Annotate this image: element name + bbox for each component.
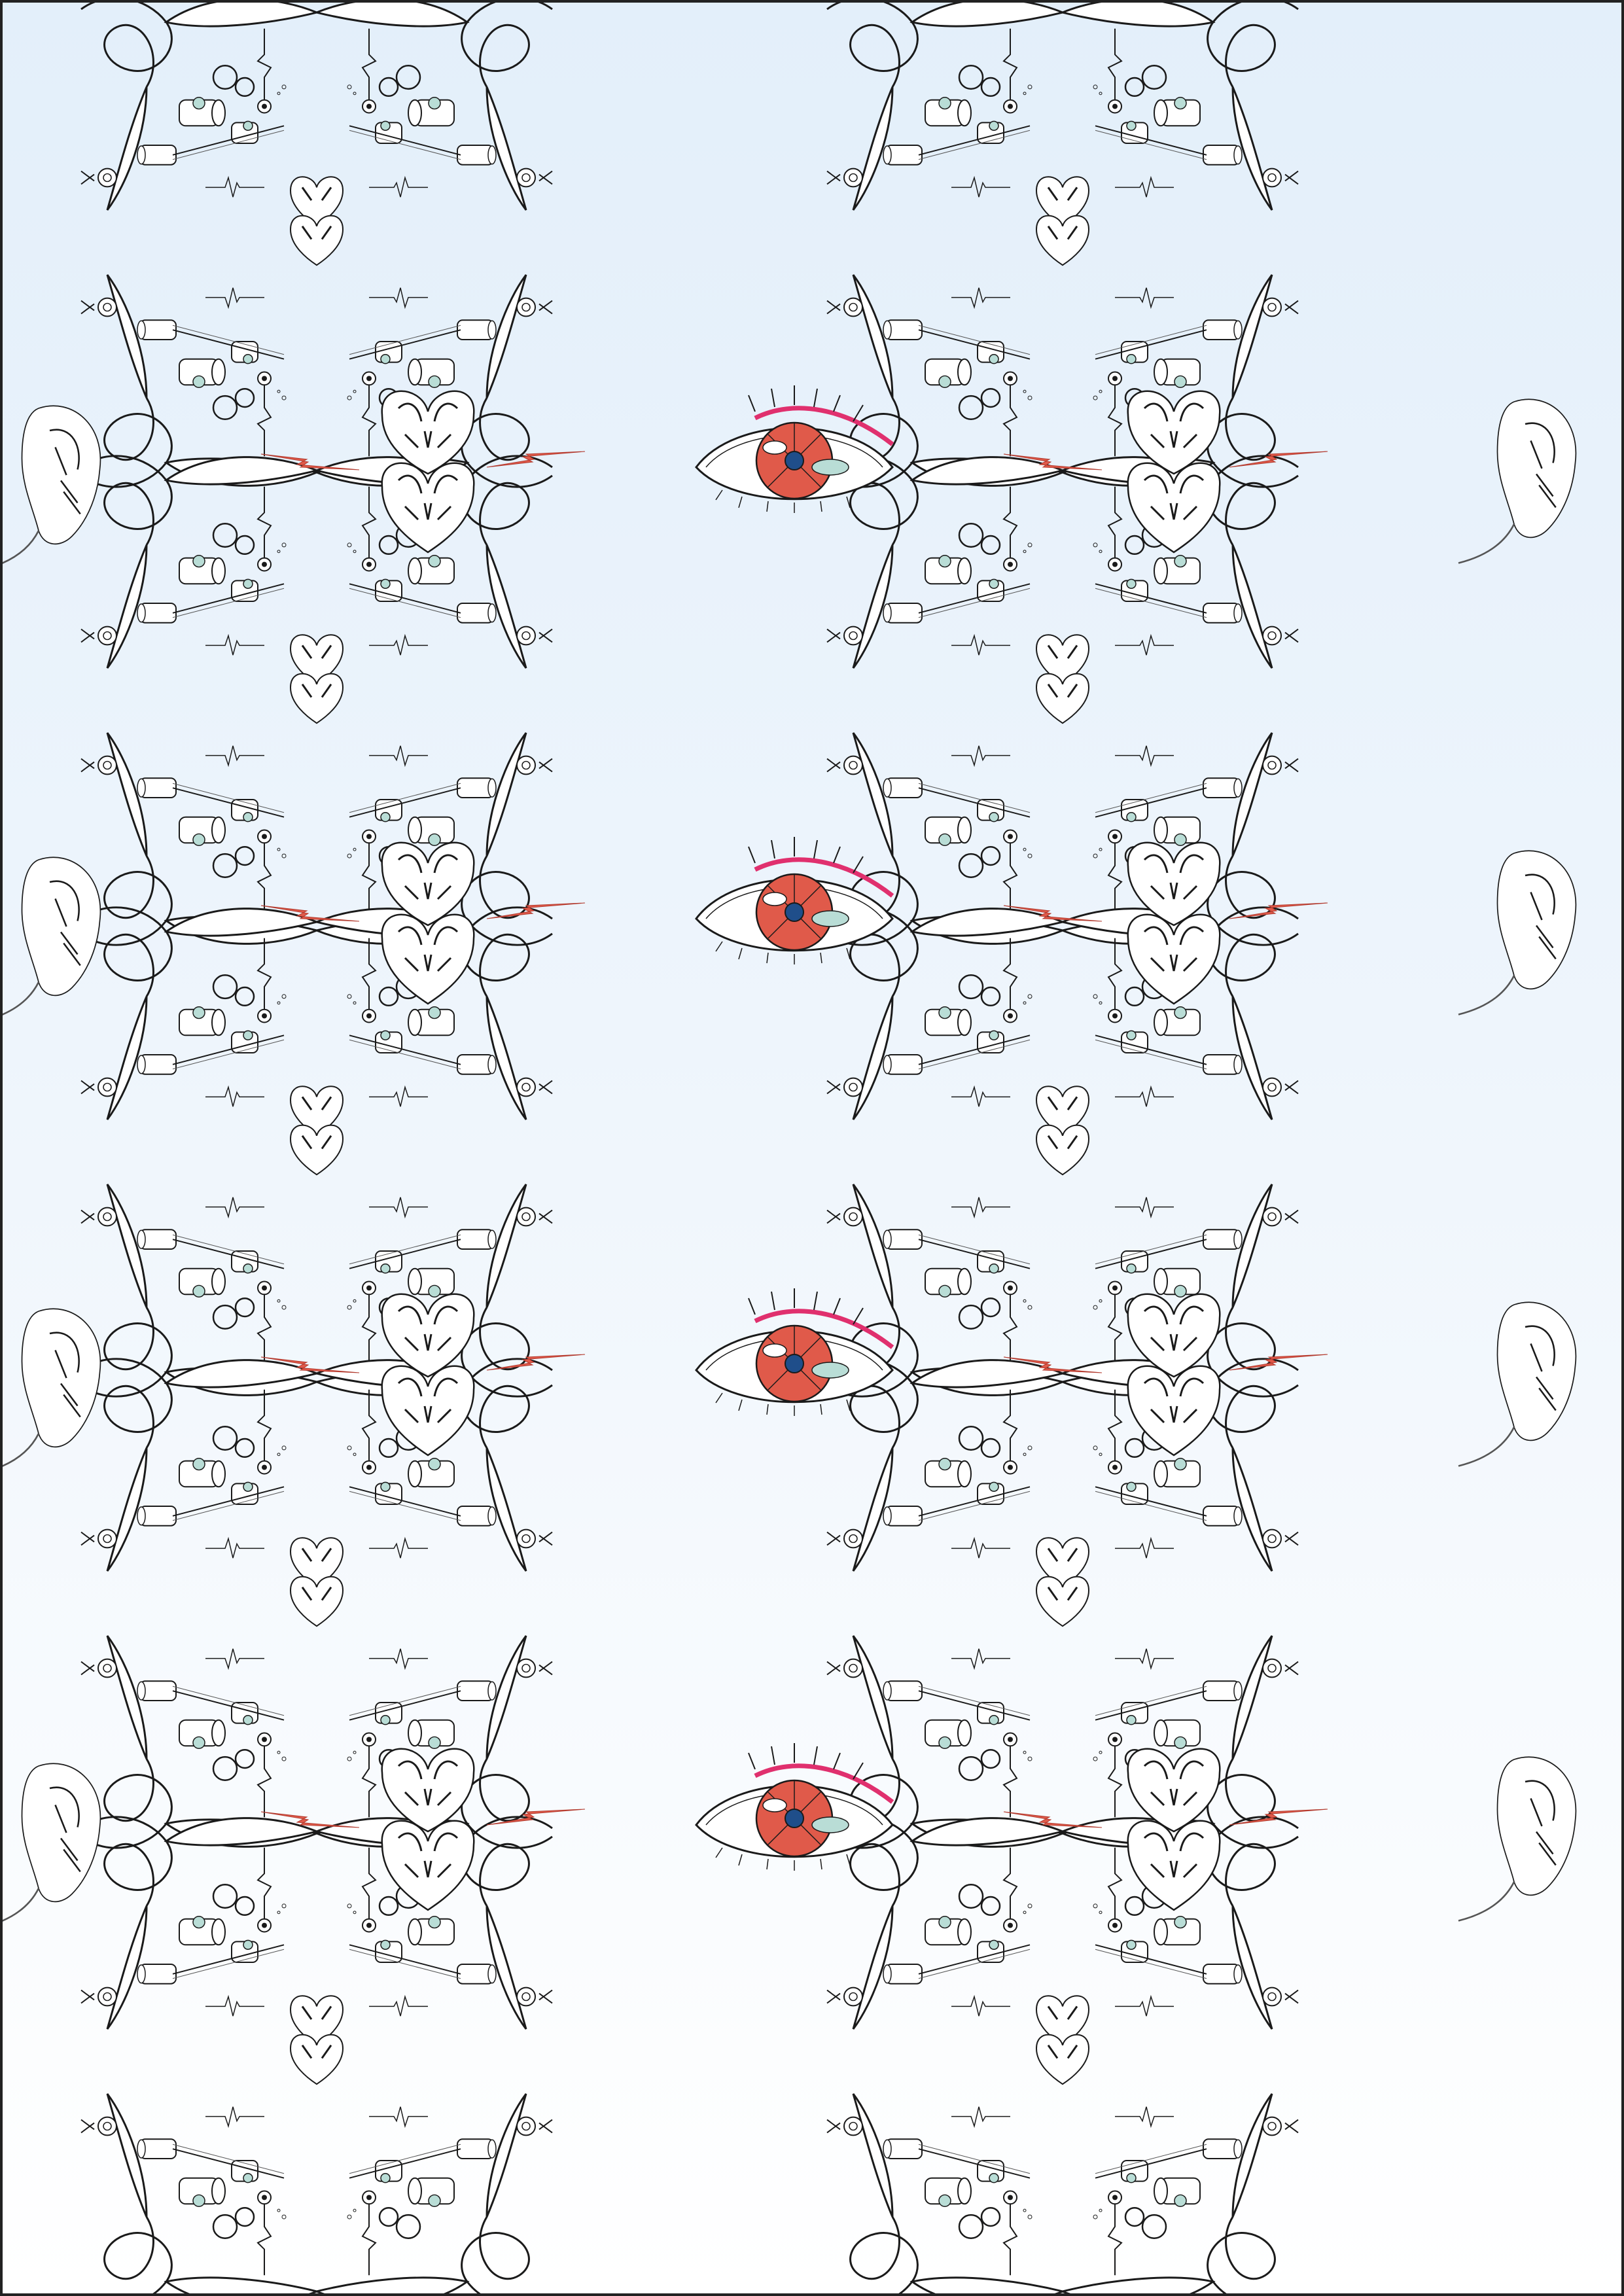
gear-cluster-icon bbox=[827, 456, 1298, 945]
ear-icon bbox=[1457, 398, 1577, 564]
gear-cluster-icon bbox=[827, 1817, 1298, 2296]
eye-icon bbox=[696, 385, 892, 513]
lightning-bolt-icon bbox=[1229, 1809, 1328, 1826]
heart-mask-icon bbox=[1127, 1748, 1221, 1911]
heart-mask-icon bbox=[381, 1293, 475, 1457]
heart-mask-icon bbox=[1127, 1293, 1221, 1457]
gear-cluster-icon bbox=[81, 908, 552, 1396]
ear-icon bbox=[1457, 1301, 1577, 1467]
ear-icon bbox=[3, 856, 101, 1022]
bolt-motifs bbox=[260, 451, 1328, 1828]
ear-icon bbox=[3, 404, 101, 571]
ear-icon bbox=[1457, 1756, 1577, 1922]
gear-cluster-icon bbox=[81, 3, 552, 487]
ear-icon bbox=[1457, 849, 1577, 1016]
gear-cluster-icon bbox=[827, 908, 1298, 1396]
heart-mask-icon bbox=[1127, 390, 1221, 554]
gear-cluster-icon bbox=[827, 3, 1298, 487]
gear-cluster-icon bbox=[81, 1359, 552, 1848]
eye-icon bbox=[696, 1743, 892, 1871]
ear-icon bbox=[3, 1307, 101, 1474]
heart-mask-icon bbox=[381, 390, 475, 554]
pattern-tiles bbox=[81, 3, 1298, 2296]
heart-mask-icon bbox=[381, 841, 475, 1005]
eye-motifs bbox=[696, 385, 892, 1871]
lightning-bolt-icon bbox=[486, 1809, 586, 1826]
ear-motifs bbox=[3, 398, 1577, 1928]
ear-icon bbox=[3, 1762, 101, 1928]
gear-cluster-icon bbox=[81, 456, 552, 945]
gear-cluster-icon bbox=[81, 1817, 552, 2296]
heart-mask-icon bbox=[381, 1748, 475, 1911]
gear-cluster-icon bbox=[827, 1359, 1298, 1848]
pattern-svg bbox=[3, 3, 1577, 2296]
heart-mask-icon bbox=[1127, 841, 1221, 1005]
